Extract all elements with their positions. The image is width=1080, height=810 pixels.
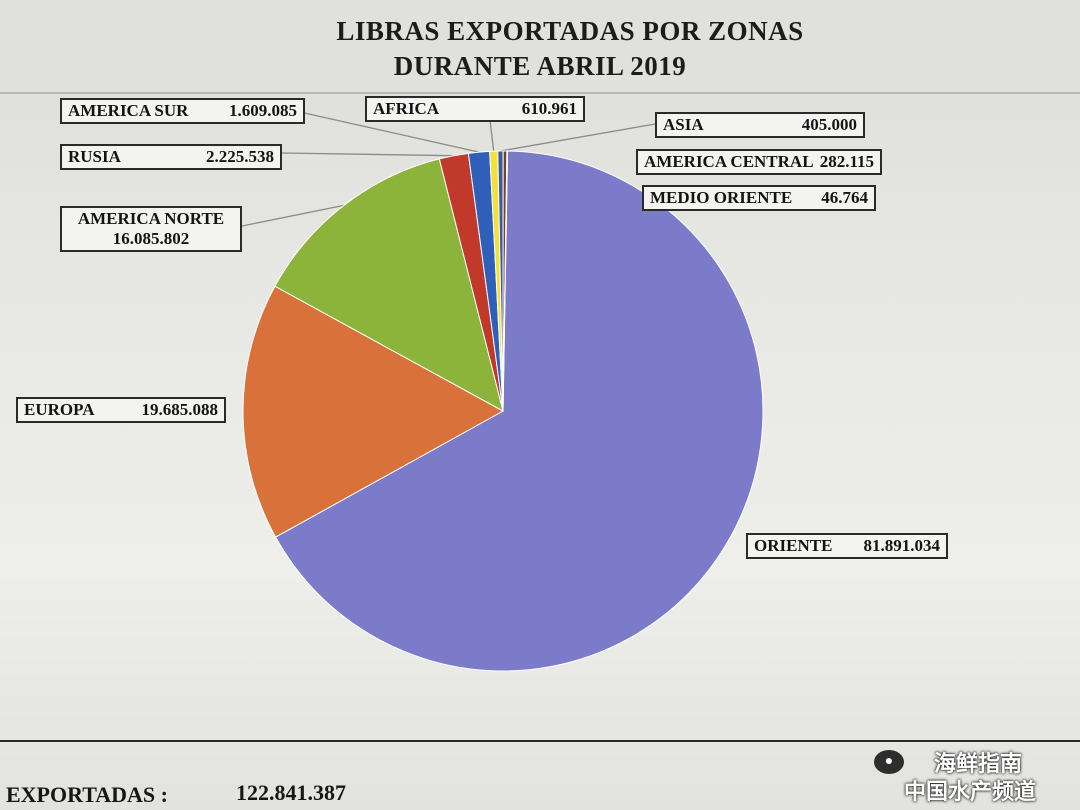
wechat-icon: ●	[874, 750, 904, 774]
watermark-line1: 海鲜指南	[934, 752, 1023, 777]
label-africa: AFRICA 610.961	[365, 96, 585, 122]
leader-lines	[241, 111, 656, 227]
label-america-sur: AMERICA SUR 1.609.085	[60, 98, 305, 124]
pie-slice-america-norte	[274, 158, 504, 412]
leader-line-asia	[500, 123, 656, 152]
label-medio-oriente: MEDIO ORIENTE 46.764	[642, 185, 876, 211]
label-europa: EUROPA 19.685.088	[16, 397, 226, 423]
pie-slice-medio-oriente	[502, 150, 509, 412]
watermark: ● 海鲜指南 中国水产频道	[870, 744, 1075, 806]
chart-subtitle: DURANTE ABRIL 2019	[393, 51, 687, 81]
pie-slices	[242, 150, 764, 672]
label-america-central: AMERICA CENTRAL 282.115	[636, 149, 882, 175]
leader-line-america-norte	[241, 204, 344, 227]
leader-line-rusia	[281, 152, 454, 157]
label-asia: ASIA 405.000	[655, 112, 865, 138]
label-rusia: RUSIA 2.225.538	[60, 144, 282, 170]
sheet-header-band	[0, 0, 1080, 96]
footer-divider	[0, 740, 1080, 742]
total-label: EXPORTADAS :	[6, 782, 168, 807]
leader-line-america-sur	[299, 111, 480, 153]
watermark-line2: 中国水产频道	[904, 780, 1037, 805]
chart-title-block: LIBRAS EXPORTADAS POR ZONAS DURANTE ABRI…	[300, 14, 840, 84]
pie-slice-europa	[242, 285, 505, 538]
total-value: 122.841.387	[236, 780, 346, 805]
label-america-norte: AMERICA NORTE 16.085.802	[60, 206, 242, 252]
label-oriente: ORIENTE 81.891.034	[746, 533, 948, 559]
chart-title: LIBRAS EXPORTADAS POR ZONAS	[336, 16, 804, 46]
leader-line-africa	[489, 119, 495, 152]
sheet-divider	[0, 92, 1080, 94]
